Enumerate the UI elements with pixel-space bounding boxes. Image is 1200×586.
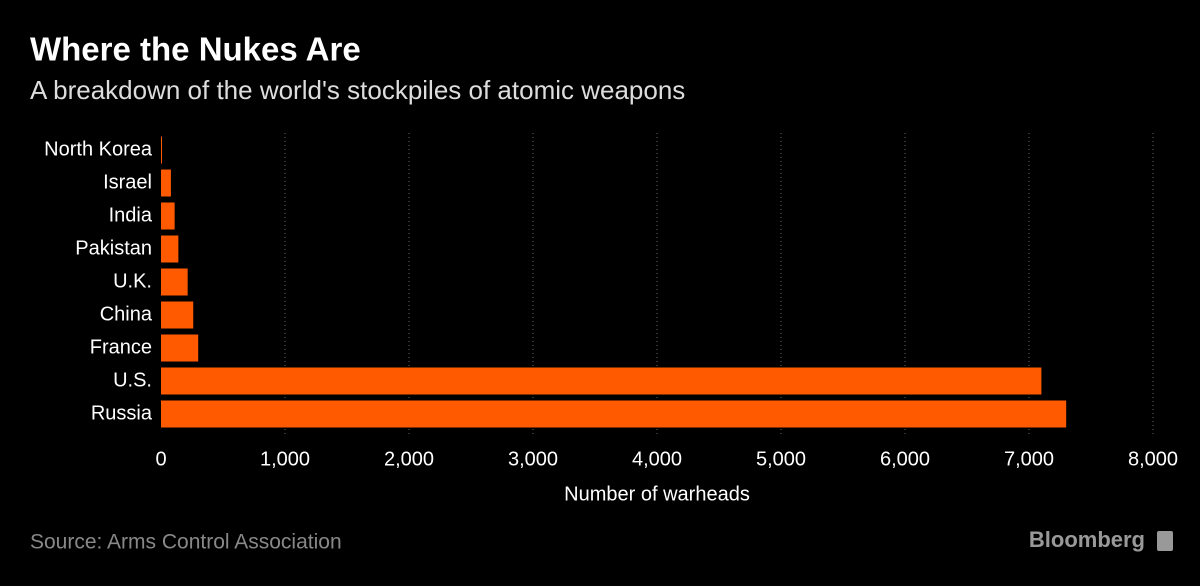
x-tick-label: 2,000 [384,448,434,470]
bar [161,367,1042,395]
bar [161,268,188,296]
x-tick-label: 6,000 [880,448,930,470]
x-tick-label: 4,000 [632,448,682,470]
bar [161,235,179,263]
y-tick-label: North Korea [44,138,153,160]
y-tick-label: France [90,336,152,358]
bar [161,400,1067,428]
y-tick-label: India [109,204,153,226]
source: Source: Arms Control Association [30,531,342,554]
x-tick-label: 5,000 [756,448,806,470]
y-tick-label: U.K. [113,270,152,292]
x-tick-label: 3,000 [508,448,558,470]
chart-title: Where the Nukes Are [30,31,361,68]
brand-icon [1157,531,1173,551]
x-tick-label: 0 [155,448,166,470]
x-tick-label: 7,000 [1004,448,1054,470]
x-tick-label: 1,000 [260,448,310,470]
chart-subtitle: A breakdown of the world's stockpiles of… [30,75,685,105]
y-tick-label: U.S. [113,369,152,391]
bar [161,202,175,230]
y-tick-label: Russia [91,402,153,424]
bar [161,301,194,329]
bar [161,334,199,362]
x-tick-label: 8,000 [1128,448,1178,470]
y-tick-label: China [100,303,153,325]
bar [161,169,171,197]
x-axis-label: Number of warheads [564,483,750,505]
brand: Bloomberg [1029,527,1145,552]
bar [161,136,162,164]
y-tick-label: Israel [103,171,152,193]
y-tick-label: Pakistan [75,237,152,259]
